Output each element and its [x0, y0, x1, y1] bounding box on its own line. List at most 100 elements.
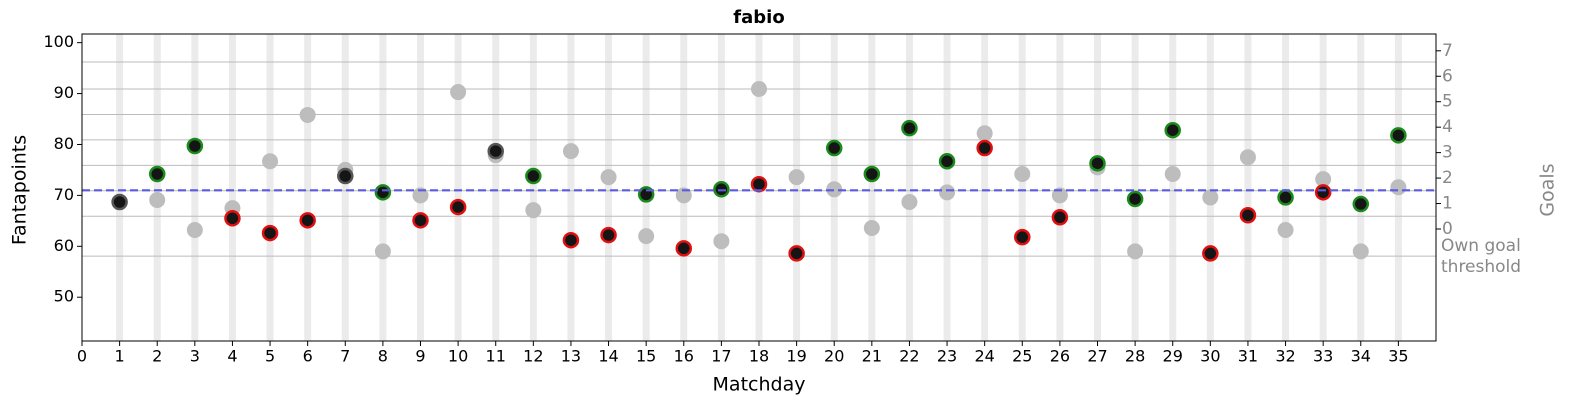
- other-point: [374, 243, 391, 260]
- x-tick-label: 29: [1163, 347, 1183, 366]
- y-tick-label: 60: [54, 236, 74, 255]
- y-tick-label: 70: [54, 185, 74, 204]
- other-point: [1352, 243, 1369, 260]
- x-tick-label: 2: [152, 347, 162, 366]
- player-point: [1164, 121, 1181, 139]
- other-point: [713, 233, 730, 250]
- y2-tick-label: 0: [1442, 219, 1453, 239]
- x-tick-label: 13: [561, 347, 581, 366]
- y-tick-label: 100: [43, 32, 74, 51]
- x-tick-label: 11: [486, 347, 506, 366]
- player-point: [487, 142, 504, 160]
- other-point: [1014, 166, 1031, 183]
- player-point: [148, 165, 166, 183]
- player-point: [1089, 155, 1106, 172]
- x-tick-label: 31: [1238, 347, 1258, 366]
- player-point: [412, 212, 429, 229]
- other-point: [1390, 179, 1407, 196]
- other-point: [149, 191, 166, 208]
- player-point: [750, 175, 768, 193]
- y-tick-label: 80: [54, 134, 74, 153]
- player-point: [1126, 190, 1144, 208]
- x-tick-label: 9: [415, 347, 425, 366]
- x-tick-label: 25: [1012, 347, 1032, 366]
- y-axis-label: Fantapoints: [9, 135, 31, 245]
- other-point: [1315, 171, 1332, 188]
- player-point: [600, 226, 617, 244]
- x-tick-label: 30: [1200, 347, 1220, 366]
- x-tick-label: 0: [77, 347, 87, 366]
- y-tick-label: 50: [54, 287, 74, 306]
- x-tick-label: 24: [974, 347, 994, 366]
- player-point: [863, 165, 881, 183]
- player-point: [1352, 195, 1370, 213]
- player-point: [111, 193, 128, 211]
- other-point: [863, 219, 880, 236]
- player-point: [299, 212, 316, 229]
- x-tick-label: 14: [598, 347, 618, 366]
- x-tick-label: 17: [711, 347, 731, 366]
- player-point: [1014, 228, 1031, 246]
- x-tick-label: 23: [937, 347, 957, 366]
- player-point: [788, 245, 805, 262]
- x-tick-label: 7: [340, 347, 350, 366]
- other-point: [976, 125, 993, 142]
- y2-axis-label: Goals: [1537, 163, 1559, 216]
- y2-tick-label: 6: [1442, 66, 1453, 86]
- x-tick-label: 27: [1087, 347, 1107, 366]
- player-point: [1239, 206, 1257, 224]
- other-point: [1127, 243, 1144, 260]
- other-point: [788, 169, 805, 186]
- other-point: [525, 202, 542, 219]
- other-point: [901, 194, 918, 211]
- other-point: [638, 228, 655, 245]
- x-tick-label: 6: [303, 347, 313, 366]
- x-tick-label: 1: [115, 347, 125, 366]
- player-point: [1314, 184, 1332, 201]
- x-tick-label: 21: [862, 347, 882, 366]
- x-tick-label: 33: [1313, 347, 1333, 366]
- player-point: [337, 167, 354, 185]
- player-point: [261, 224, 279, 242]
- x-tick-label: 18: [749, 347, 769, 366]
- x-tick-label: 5: [265, 347, 275, 366]
- y2-tick-label: 4: [1442, 117, 1453, 137]
- player-point: [1202, 245, 1219, 262]
- threshold-label: Own goal threshold: [1441, 236, 1522, 277]
- x-tick-label: 28: [1125, 347, 1145, 366]
- y2-tick-label: 3: [1442, 143, 1453, 163]
- x-tick-label: 12: [523, 347, 543, 366]
- other-point: [826, 181, 843, 198]
- other-point: [1239, 149, 1256, 166]
- x-tick-label: 4: [227, 347, 237, 366]
- plot-frame: [81, 33, 1437, 342]
- other-point: [600, 169, 617, 186]
- x-tick-label: 26: [1050, 347, 1070, 366]
- player-point: [525, 167, 542, 185]
- player-point: [562, 231, 580, 249]
- x-tick-label: 32: [1275, 347, 1295, 366]
- x-tick-label: 34: [1351, 347, 1371, 366]
- player-point: [825, 139, 843, 157]
- player-point: [1277, 189, 1294, 206]
- player-point: [449, 198, 467, 216]
- y2-tick-label: 2: [1442, 168, 1453, 188]
- other-point: [186, 222, 203, 239]
- player-point: [938, 153, 956, 170]
- other-point: [1277, 222, 1294, 239]
- x-tick-label: 20: [824, 347, 844, 366]
- other-point: [262, 153, 279, 170]
- player-point: [374, 184, 392, 201]
- y2-tick-label: 5: [1442, 92, 1453, 112]
- player-point: [186, 137, 204, 155]
- x-tick-label: 8: [378, 347, 388, 366]
- other-point: [450, 84, 467, 101]
- x-tick-label: 16: [674, 347, 694, 366]
- x-tick-label: 35: [1388, 347, 1408, 366]
- x-tick-label: 10: [448, 347, 468, 366]
- player-point: [976, 139, 993, 157]
- x-axis-label: Matchday: [713, 374, 806, 396]
- x-tick-label: 3: [190, 347, 200, 366]
